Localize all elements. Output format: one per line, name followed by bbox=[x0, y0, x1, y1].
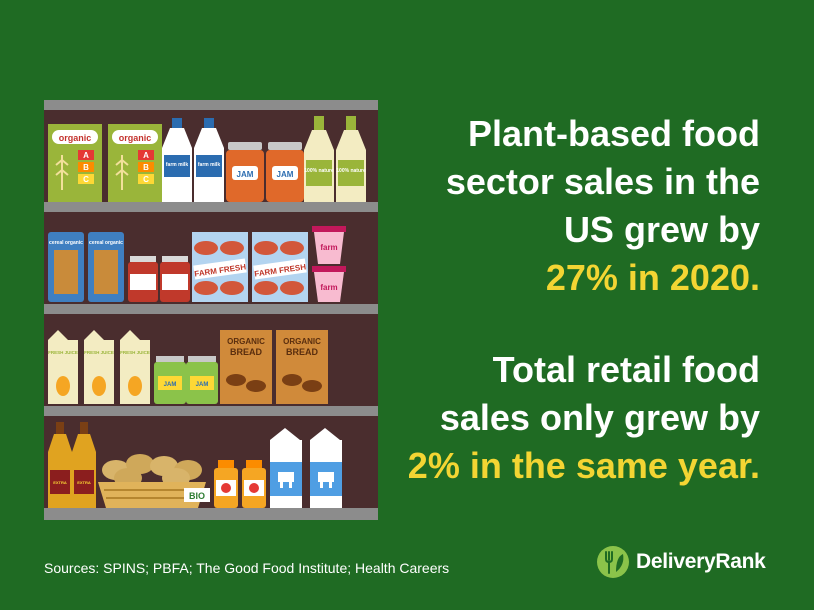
headline-line: Plant-based food bbox=[467, 113, 760, 154]
organic-box: organic A B C bbox=[108, 124, 162, 202]
yogurt-cup: farm bbox=[312, 226, 346, 264]
svg-text:BREAD: BREAD bbox=[286, 347, 319, 357]
svg-text:JAM: JAM bbox=[196, 382, 209, 388]
sausage-pack: FARM FRESH bbox=[192, 232, 248, 302]
headline-line: US grew by bbox=[563, 209, 760, 250]
svg-text:farm milk: farm milk bbox=[198, 162, 220, 168]
headline-highlight: 27% in 2020. bbox=[545, 257, 760, 298]
svg-text:100% nature: 100% nature bbox=[336, 168, 366, 174]
svg-text:farm: farm bbox=[320, 243, 337, 252]
jam-jar-green: JAM bbox=[154, 356, 186, 404]
juice-bottle bbox=[242, 460, 266, 508]
svg-text:organic: organic bbox=[119, 133, 152, 143]
svg-text:EXTRA: EXTRA bbox=[53, 480, 67, 485]
shelf-board bbox=[44, 304, 378, 314]
svg-text:BIO: BIO bbox=[189, 491, 205, 501]
milk-carton bbox=[270, 428, 302, 508]
juice-bottle bbox=[214, 460, 238, 508]
svg-text:cereal organic: cereal organic bbox=[49, 240, 83, 246]
svg-text:B: B bbox=[143, 163, 149, 172]
headline-total-retail-growth: Total retail food sales only grew by 2% … bbox=[408, 346, 760, 490]
shelf-board bbox=[44, 406, 378, 416]
organic-box: organic A B C bbox=[48, 124, 102, 202]
shelf-board bbox=[44, 202, 378, 212]
tomato-jar bbox=[128, 256, 158, 302]
headline-highlight: 2% in the same year. bbox=[407, 445, 760, 486]
svg-text:JAM: JAM bbox=[237, 170, 254, 179]
bread-box: ORGANIC BREAD bbox=[220, 330, 272, 404]
bread-box: ORGANIC BREAD bbox=[276, 330, 328, 404]
jam-jar: JAM bbox=[266, 142, 304, 202]
sources-note: Sources: SPINS; PBFA; The Good Food Inst… bbox=[44, 560, 450, 576]
sauce-bottle: 100% nature bbox=[336, 116, 366, 202]
headline-plant-based-growth: Plant-based food sector sales in the US … bbox=[446, 110, 760, 302]
jam-jar-green: JAM bbox=[186, 356, 218, 404]
sauce-bottle: 100% nature bbox=[304, 116, 334, 202]
headline-line: sales only grew by bbox=[439, 397, 760, 438]
svg-text:B: B bbox=[83, 163, 89, 172]
cereal-bag: cereal organic bbox=[48, 232, 84, 302]
svg-text:EXTRA: EXTRA bbox=[77, 480, 91, 485]
milk-bottle: farm milk bbox=[162, 118, 192, 202]
svg-text:organic: organic bbox=[59, 133, 92, 143]
sausage-pack: FARM FRESH bbox=[252, 232, 308, 302]
juice-carton: FRESH JUICE bbox=[84, 330, 114, 404]
svg-text:farm milk: farm milk bbox=[166, 162, 188, 168]
svg-text:A: A bbox=[83, 151, 89, 160]
svg-text:FRESH JUICE: FRESH JUICE bbox=[120, 350, 150, 355]
svg-text:C: C bbox=[83, 175, 89, 184]
cereal-bag: cereal organic bbox=[88, 232, 124, 302]
brand-logo: DeliveryRank bbox=[596, 545, 766, 579]
shelf-board bbox=[44, 508, 378, 520]
milk-carton bbox=[310, 428, 342, 508]
store-shelf-illustration: organic A B C organic A B C farm milk fa… bbox=[44, 100, 378, 520]
milk-bottle: farm milk bbox=[194, 118, 224, 202]
svg-text:FRESH JUICE: FRESH JUICE bbox=[84, 350, 114, 355]
svg-text:JAM: JAM bbox=[164, 382, 177, 388]
headline-line: Total retail food bbox=[492, 349, 760, 390]
juice-carton: FRESH JUICE bbox=[120, 330, 150, 404]
svg-text:FRESH JUICE: FRESH JUICE bbox=[48, 350, 78, 355]
oil-bottle: EXTRA bbox=[48, 422, 72, 508]
jam-jar: JAM bbox=[226, 142, 264, 202]
tomato-jar bbox=[160, 256, 190, 302]
svg-text:farm: farm bbox=[320, 283, 337, 292]
svg-text:ORGANIC: ORGANIC bbox=[283, 337, 321, 346]
oil-bottle: EXTRA bbox=[72, 422, 96, 508]
headline-line: sector sales in the bbox=[445, 161, 760, 202]
svg-text:A: A bbox=[143, 151, 149, 160]
svg-text:BREAD: BREAD bbox=[230, 347, 263, 357]
fork-leaf-logo-icon bbox=[597, 546, 629, 578]
juice-carton: FRESH JUICE bbox=[48, 330, 78, 404]
svg-text:cereal organic: cereal organic bbox=[89, 240, 123, 246]
svg-text:C: C bbox=[143, 175, 149, 184]
yogurt-cup: farm bbox=[312, 266, 346, 302]
svg-text:JAM: JAM bbox=[277, 170, 294, 179]
svg-text:100% nature: 100% nature bbox=[304, 168, 334, 174]
brand-name: DeliveryRank bbox=[636, 550, 766, 573]
shelf-board bbox=[44, 100, 378, 110]
svg-text:ORGANIC: ORGANIC bbox=[227, 337, 265, 346]
potato-basket: BIO bbox=[98, 454, 210, 508]
